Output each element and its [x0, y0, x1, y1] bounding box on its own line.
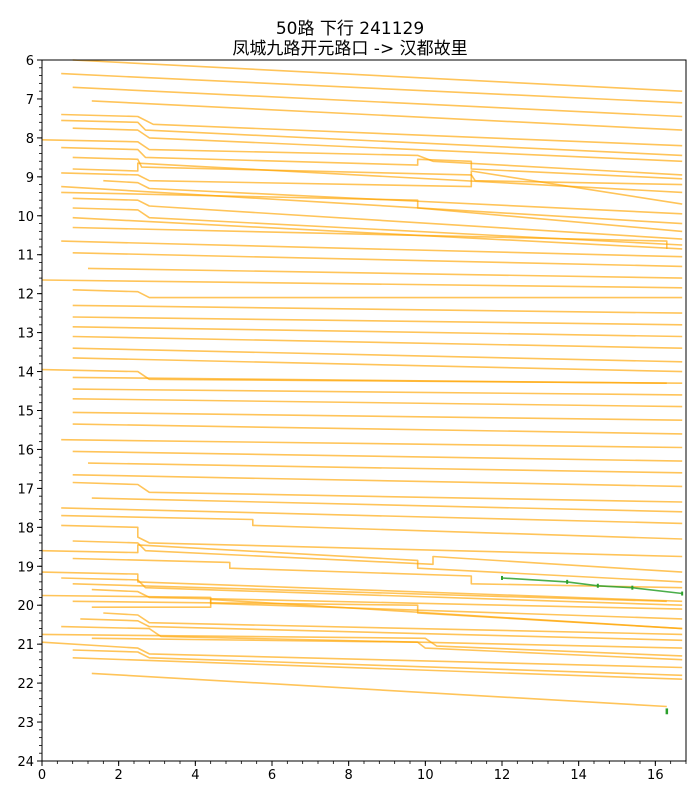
trip-line-2 [61, 72, 683, 104]
trip-line-22 [87, 267, 683, 279]
trip-line-36 [72, 423, 683, 435]
trip-line-64 [91, 672, 667, 708]
trip-line-27 [72, 326, 683, 338]
trip-line-61 [41, 641, 683, 669]
trip-line-5 [61, 113, 683, 147]
trip-line-23 [41, 279, 683, 289]
trip-line-34 [72, 398, 683, 408]
chart-title: 50路 下行 241129 [275, 19, 425, 39]
trip-line-37 [61, 438, 683, 449]
trip-line-16 [72, 197, 683, 240]
x-tick-label-6: 6 [268, 768, 276, 783]
trip-line-44 [61, 514, 683, 540]
trip-line-13 [103, 179, 683, 215]
trip-line-10 [72, 156, 683, 186]
y-tick-label-7: 7 [26, 93, 34, 108]
y-tick-label-24: 24 [17, 755, 34, 770]
x-tick-label-2: 2 [115, 768, 123, 783]
trip-line-55 [91, 598, 683, 630]
trip-line-24 [72, 289, 683, 299]
y-tick-label-18: 18 [17, 521, 34, 536]
trip-line-47 [41, 544, 683, 583]
highlight-layer [501, 575, 684, 715]
trip-line-58 [61, 625, 683, 649]
y-tick-label-22: 22 [17, 677, 34, 692]
x-tick-label-8: 8 [345, 768, 353, 783]
trip-line-32 [72, 376, 667, 384]
trip-line-30 [72, 357, 683, 373]
trip-line-35 [72, 411, 683, 421]
y-tick-label-12: 12 [17, 288, 34, 303]
trip-line-28 [72, 335, 683, 349]
x-tick-label-4: 4 [191, 768, 199, 783]
trip-line-63 [72, 657, 683, 680]
y-tick-label-13: 13 [17, 327, 34, 342]
trip-line-51 [72, 583, 667, 603]
trip-line-40 [72, 474, 683, 488]
x-tick-label-10: 10 [417, 768, 434, 783]
y-axis: 6 7 8 9 10 11 12 13 14 15 16 17 18 19 20 21 22 23 24 [17, 54, 42, 770]
trip-line-48 [72, 557, 683, 589]
x-tick-label-0: 0 [38, 768, 46, 783]
trip-line-20 [61, 240, 683, 258]
trip-line-12 [61, 170, 683, 205]
y-tick-label-17: 17 [17, 482, 34, 497]
y-tick-label-10: 10 [17, 210, 34, 225]
trip-line-62 [72, 649, 683, 677]
trip-line-31 [41, 368, 683, 384]
trip-line-11 [72, 162, 683, 194]
trip-line-25 [72, 304, 683, 314]
trip-line-7 [72, 127, 683, 163]
trip-line-1 [72, 59, 683, 92]
y-tick-label-14: 14 [17, 366, 34, 381]
trip-line-59 [41, 633, 683, 657]
y-tick-label-9: 9 [26, 171, 34, 186]
trip-line-21 [72, 252, 683, 268]
trip-line-57 [80, 618, 683, 642]
trip-line-33 [72, 388, 683, 396]
trip-line-19 [72, 226, 668, 249]
trip-line-41 [72, 481, 683, 503]
trip-line-42 [91, 497, 683, 513]
trip-line-50 [61, 577, 683, 606]
series-layer [41, 59, 683, 708]
trip-line-4 [91, 100, 683, 131]
y-tick-label-16: 16 [17, 443, 34, 458]
y-tick-label-11: 11 [17, 249, 34, 264]
trip-line-29 [72, 347, 683, 363]
trip-line-18 [72, 216, 683, 250]
trip-line-60 [91, 637, 683, 661]
x-tick-label-12: 12 [494, 768, 511, 783]
y-tick-label-15: 15 [17, 405, 34, 420]
trip-line-39 [87, 462, 683, 474]
y-tick-label-23: 23 [17, 716, 34, 731]
trip-line-49 [41, 571, 683, 603]
trip-line-15 [61, 191, 683, 233]
y-tick-label-6: 6 [26, 54, 34, 69]
trip-line-56 [103, 612, 683, 636]
trip-line-54 [72, 600, 683, 630]
trip-line-8 [41, 139, 683, 176]
x-axis: 0 2 4 6 8 10 12 14 16 [38, 761, 687, 783]
trip-line-6 [61, 119, 683, 157]
y-tick-label-20: 20 [17, 599, 34, 614]
trip-line-3 [72, 86, 683, 118]
trip-line-46 [72, 540, 683, 573]
x-tick-label-14: 14 [570, 768, 587, 783]
trip-line-26 [72, 316, 683, 326]
x-tick-label-16: 16 [647, 768, 664, 783]
trip-line-45 [61, 524, 683, 558]
trip-line-43 [61, 507, 683, 525]
trip-line-9 [61, 146, 683, 180]
trip-line-17 [72, 207, 683, 246]
trip-line-38 [72, 450, 683, 462]
trip-line-52 [91, 588, 683, 610]
chart-subtitle: 凤城九路开元路口 -> 汉都故里 [232, 39, 468, 59]
trip-line-14 [61, 185, 683, 225]
y-tick-label-19: 19 [17, 560, 34, 575]
y-tick-label-21: 21 [17, 638, 34, 653]
y-tick-label-8: 8 [26, 132, 34, 147]
